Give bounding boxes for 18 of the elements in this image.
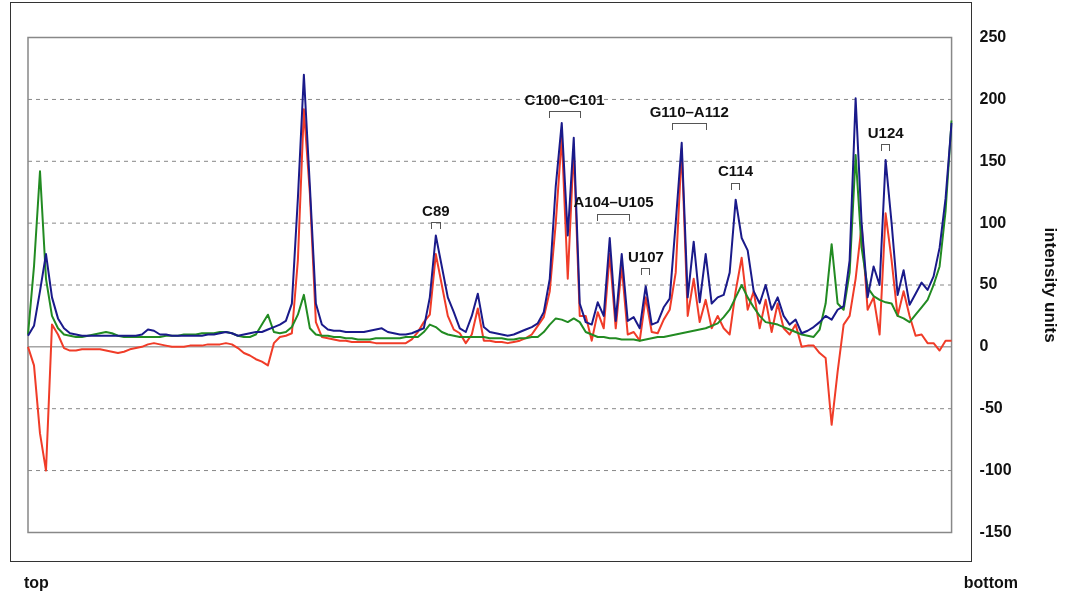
annotation: U107 xyxy=(627,247,664,265)
annotation: G110–A112 xyxy=(649,103,729,121)
annotation: U124 xyxy=(867,124,905,142)
y-tick-label: 250 xyxy=(979,28,1007,46)
y-tick-label: 0 xyxy=(979,337,989,355)
y-tick-label: -50 xyxy=(979,399,1003,417)
y-tick-label: 50 xyxy=(979,275,998,293)
text: top xyxy=(24,574,49,592)
y-tick-label: 200 xyxy=(979,89,1007,107)
annotation: C89 xyxy=(422,201,450,219)
y-tick-label: 150 xyxy=(979,151,1007,169)
annotation: C100–C101 xyxy=(524,90,605,108)
y-tick-label: 100 xyxy=(979,213,1007,231)
y-axis-title: intensity units xyxy=(1041,227,1061,343)
y-tick-label: -100 xyxy=(979,460,1012,478)
text: bottom xyxy=(963,574,1018,592)
annotation: C114 xyxy=(717,162,754,180)
y-tick-label: -150 xyxy=(979,522,1012,540)
